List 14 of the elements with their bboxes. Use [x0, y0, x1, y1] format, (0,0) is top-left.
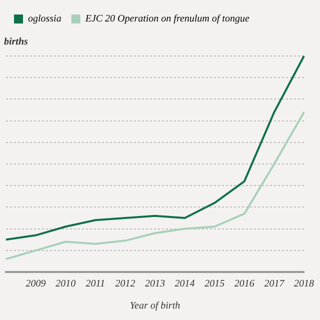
x-tick-label: 2018: [294, 278, 314, 290]
x-tick-label: 2014: [174, 278, 195, 290]
x-tick-label: 2010: [56, 278, 76, 290]
x-tick-label: 2013: [145, 278, 165, 290]
x-axis-title: Year of birth: [130, 300, 180, 312]
y-axis-title: births: [4, 36, 28, 48]
x-tick-label: 2012: [115, 278, 136, 290]
x-tick-label: 2015: [204, 278, 225, 290]
x-tick-label: 2017: [264, 278, 286, 290]
legend-label: oglossia: [28, 14, 62, 25]
x-tick-label: 2011: [86, 278, 106, 290]
legend-label: EJC 20 Operation on frenulum of tongue: [84, 14, 250, 25]
x-tick-label: 2016: [234, 278, 254, 290]
x-tick-label: 2009: [26, 278, 46, 290]
